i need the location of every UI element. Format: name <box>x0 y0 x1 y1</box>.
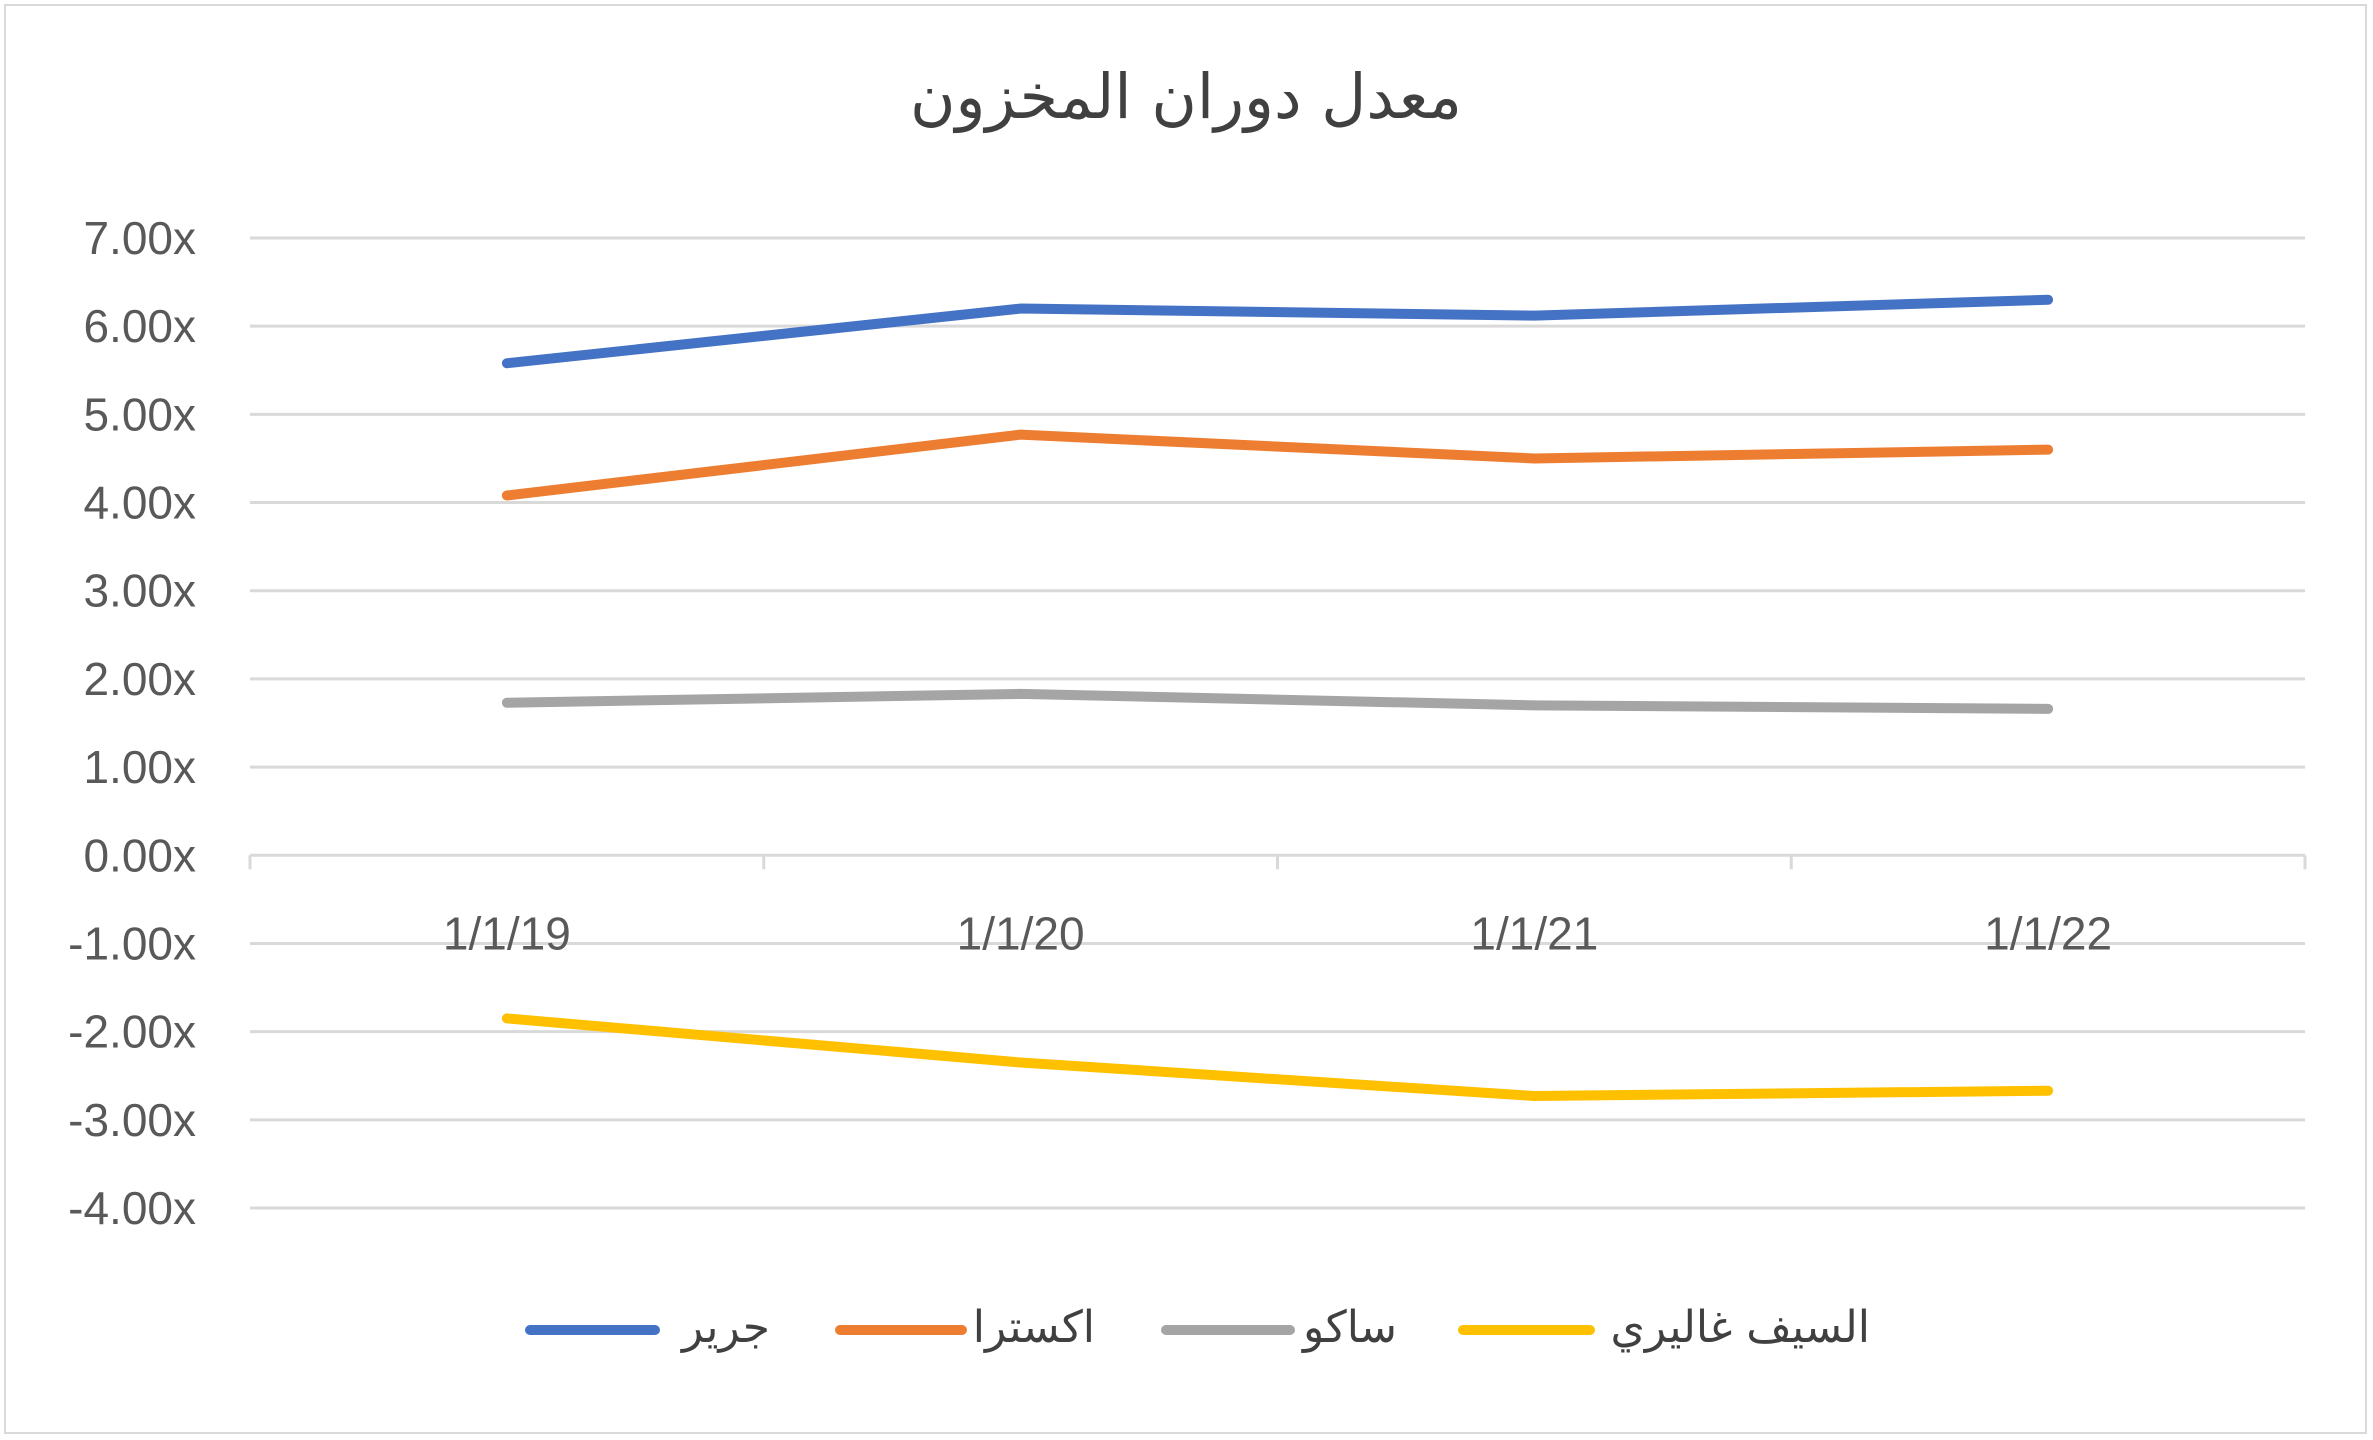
x-tick-label: 1/1/22 <box>1984 907 2112 959</box>
series-line <box>501 1013 2054 1102</box>
y-axis-tick-labels: 7.00x 6.00x 5.00x 4.00x 3.00x 2.00x 1.00x 0.00x… <box>68 212 196 1234</box>
series-lines <box>501 294 2054 1102</box>
chart-title: معدل دوران المخزون <box>910 60 1462 133</box>
y-tick-label: -4.00x <box>68 1182 196 1234</box>
y-tick-label: 7.00x <box>83 212 196 264</box>
y-tick-label: 2.00x <box>83 653 196 705</box>
legend-label: السيف غاليري <box>1610 1302 1870 1353</box>
legend-label: اكسترا <box>973 1302 1095 1353</box>
y-tick-label: 4.00x <box>83 477 196 529</box>
series-line <box>501 688 2054 714</box>
y-tick-label: -2.00x <box>68 1006 196 1058</box>
gridlines <box>250 236 2305 1210</box>
x-tick-label: 1/1/21 <box>1470 907 1598 959</box>
x-axis <box>248 853 2307 870</box>
y-tick-label: 0.00x <box>83 829 196 881</box>
y-tick-label: 1.00x <box>83 741 196 793</box>
x-tick-label: 1/1/19 <box>443 907 571 959</box>
y-tick-label: -3.00x <box>68 1094 196 1146</box>
x-tick-label: 1/1/20 <box>957 907 1085 959</box>
series-line <box>501 429 2054 501</box>
legend: جرير اكسترا ساكو السيف غاليري <box>525 1302 1870 1353</box>
x-axis-tick-labels: 1/1/19 1/1/20 1/1/21 1/1/22 <box>443 907 2112 959</box>
y-tick-label: 5.00x <box>83 388 196 440</box>
legend-label: ساكو <box>1301 1302 1397 1353</box>
chart-frame <box>4 4 2367 1434</box>
y-tick-label: 3.00x <box>83 565 196 617</box>
legend-label: جرير <box>680 1302 770 1353</box>
y-tick-label: -1.00x <box>68 917 196 969</box>
series-line <box>501 294 2054 369</box>
y-tick-label: 6.00x <box>83 300 196 352</box>
